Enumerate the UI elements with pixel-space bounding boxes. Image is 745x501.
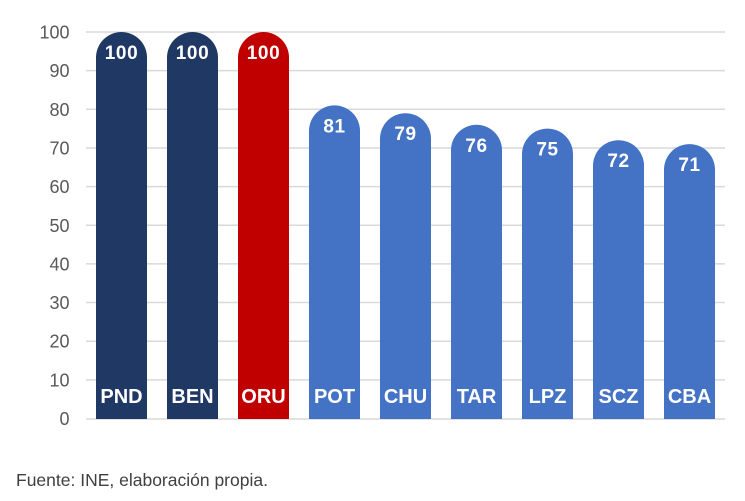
svg-text:40: 40	[49, 254, 69, 274]
svg-text:POT: POT	[314, 386, 355, 408]
svg-text:100: 100	[105, 43, 139, 64]
svg-text:30: 30	[49, 293, 69, 313]
svg-text:100: 100	[176, 43, 210, 64]
svg-text:0: 0	[59, 409, 69, 429]
svg-text:72: 72	[607, 151, 629, 172]
svg-text:LPZ: LPZ	[529, 386, 567, 408]
svg-text:ORU: ORU	[241, 386, 285, 408]
svg-text:10: 10	[49, 370, 69, 390]
svg-text:Fuente: INE, elaboración propi: Fuente: INE, elaboración propia.	[16, 470, 268, 490]
svg-text:100: 100	[39, 23, 69, 43]
svg-text:90: 90	[49, 61, 69, 81]
svg-text:70: 70	[49, 138, 69, 158]
svg-text:81: 81	[323, 116, 345, 137]
svg-text:79: 79	[394, 124, 416, 145]
svg-text:CHU: CHU	[384, 386, 427, 408]
svg-text:80: 80	[49, 100, 69, 120]
svg-text:75: 75	[536, 140, 558, 161]
svg-text:SCZ: SCZ	[599, 386, 639, 408]
svg-text:PND: PND	[100, 386, 142, 408]
svg-text:50: 50	[49, 216, 69, 236]
svg-text:60: 60	[49, 177, 69, 197]
svg-text:BEN: BEN	[171, 386, 213, 408]
svg-text:20: 20	[49, 332, 69, 352]
svg-text:76: 76	[465, 136, 487, 157]
svg-text:100: 100	[247, 43, 281, 64]
svg-text:TAR: TAR	[457, 386, 497, 408]
svg-text:71: 71	[678, 155, 700, 176]
svg-text:CBA: CBA	[668, 386, 711, 408]
